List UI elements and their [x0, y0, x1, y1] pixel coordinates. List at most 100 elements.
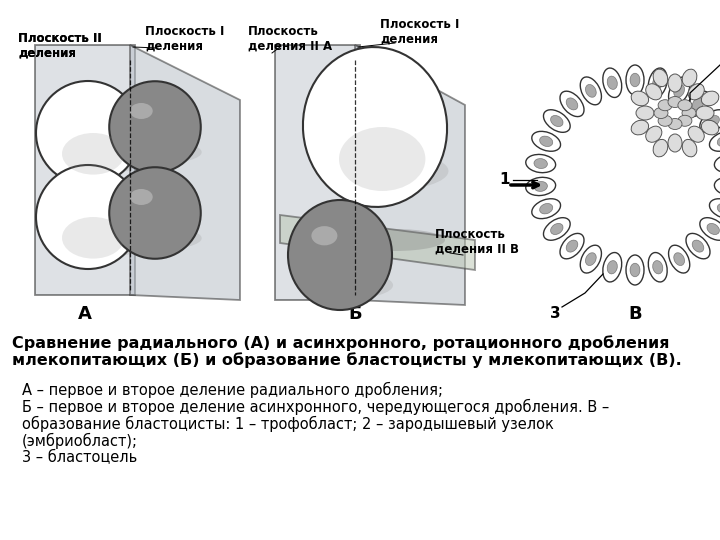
Ellipse shape: [701, 91, 719, 106]
Ellipse shape: [566, 240, 578, 252]
Ellipse shape: [585, 84, 596, 97]
Ellipse shape: [653, 69, 667, 86]
Ellipse shape: [707, 116, 719, 126]
Ellipse shape: [669, 245, 690, 273]
Ellipse shape: [532, 131, 561, 151]
Ellipse shape: [692, 98, 704, 110]
Ellipse shape: [688, 84, 704, 100]
Ellipse shape: [692, 240, 704, 252]
Ellipse shape: [48, 233, 141, 259]
Ellipse shape: [709, 199, 720, 219]
Ellipse shape: [532, 199, 561, 219]
Ellipse shape: [534, 181, 547, 192]
Ellipse shape: [526, 154, 556, 173]
Text: (эмбриобласт);: (эмбриобласт);: [22, 433, 138, 449]
Text: Плоскость II
деления: Плоскость II деления: [18, 32, 102, 60]
Ellipse shape: [48, 148, 141, 174]
Ellipse shape: [683, 69, 697, 86]
Ellipse shape: [668, 134, 682, 152]
Ellipse shape: [345, 229, 445, 251]
Ellipse shape: [674, 84, 685, 97]
Ellipse shape: [626, 255, 644, 285]
Ellipse shape: [120, 141, 202, 164]
Polygon shape: [35, 45, 135, 295]
Text: А: А: [78, 305, 92, 323]
Ellipse shape: [551, 224, 563, 234]
Ellipse shape: [580, 245, 601, 273]
Ellipse shape: [636, 106, 654, 120]
Polygon shape: [355, 45, 465, 305]
Ellipse shape: [58, 186, 86, 207]
Ellipse shape: [682, 107, 696, 118]
Text: 3 – бластоцель: 3 – бластоцель: [22, 450, 138, 465]
Ellipse shape: [626, 65, 644, 95]
Ellipse shape: [717, 204, 720, 214]
Text: Плоскость I
деления: Плоскость I деления: [145, 25, 225, 53]
Ellipse shape: [120, 227, 202, 249]
Ellipse shape: [130, 103, 153, 119]
Ellipse shape: [303, 47, 447, 207]
Ellipse shape: [631, 91, 649, 106]
Ellipse shape: [109, 81, 201, 173]
Polygon shape: [280, 215, 475, 270]
Ellipse shape: [566, 98, 578, 110]
Ellipse shape: [709, 131, 720, 151]
Text: Б: Б: [348, 305, 362, 323]
Ellipse shape: [686, 233, 710, 259]
Ellipse shape: [130, 189, 153, 205]
Ellipse shape: [319, 151, 449, 191]
Ellipse shape: [333, 79, 373, 111]
Ellipse shape: [648, 253, 667, 282]
Ellipse shape: [688, 126, 704, 142]
Ellipse shape: [58, 102, 86, 123]
Text: Плоскость
деления II В: Плоскость деления II В: [435, 228, 519, 256]
Ellipse shape: [717, 136, 720, 146]
Ellipse shape: [607, 261, 617, 274]
Ellipse shape: [62, 217, 125, 259]
Text: Б – первое и второе деление асинхронного, чередующегося дробления. В –: Б – первое и второе деление асинхронного…: [22, 399, 609, 415]
Ellipse shape: [36, 81, 140, 185]
Ellipse shape: [700, 110, 720, 132]
Ellipse shape: [630, 73, 640, 87]
Text: 3: 3: [549, 306, 560, 321]
Ellipse shape: [314, 255, 377, 299]
Text: В: В: [628, 305, 642, 323]
Ellipse shape: [646, 126, 662, 142]
Ellipse shape: [132, 213, 187, 249]
Ellipse shape: [652, 261, 663, 274]
Ellipse shape: [668, 97, 682, 107]
Ellipse shape: [683, 139, 697, 157]
Ellipse shape: [603, 68, 621, 98]
Ellipse shape: [658, 100, 672, 111]
Ellipse shape: [544, 218, 570, 240]
Ellipse shape: [678, 100, 692, 111]
Ellipse shape: [526, 177, 556, 195]
Ellipse shape: [544, 110, 570, 132]
Ellipse shape: [539, 204, 553, 214]
Ellipse shape: [669, 77, 690, 105]
Ellipse shape: [654, 107, 668, 118]
Ellipse shape: [339, 127, 426, 191]
Ellipse shape: [585, 253, 596, 266]
Text: образование бластоцисты: 1 – трофобласт; 2 – зародышевый узелок: образование бластоцисты: 1 – трофобласт;…: [22, 416, 554, 432]
Ellipse shape: [714, 177, 720, 195]
Ellipse shape: [700, 218, 720, 240]
Ellipse shape: [631, 120, 649, 135]
Polygon shape: [130, 45, 240, 300]
Ellipse shape: [653, 139, 667, 157]
Ellipse shape: [580, 77, 601, 105]
Ellipse shape: [288, 200, 392, 310]
Ellipse shape: [696, 106, 714, 120]
Ellipse shape: [701, 120, 719, 135]
Ellipse shape: [109, 167, 201, 259]
Ellipse shape: [560, 91, 584, 117]
Ellipse shape: [678, 115, 692, 126]
Ellipse shape: [551, 116, 563, 126]
Polygon shape: [275, 45, 360, 300]
Text: 1: 1: [500, 172, 510, 187]
Ellipse shape: [668, 74, 682, 92]
Text: Плоскость II
деления: Плоскость II деления: [18, 32, 102, 60]
Ellipse shape: [652, 76, 663, 90]
Ellipse shape: [648, 68, 667, 98]
Ellipse shape: [607, 76, 617, 90]
